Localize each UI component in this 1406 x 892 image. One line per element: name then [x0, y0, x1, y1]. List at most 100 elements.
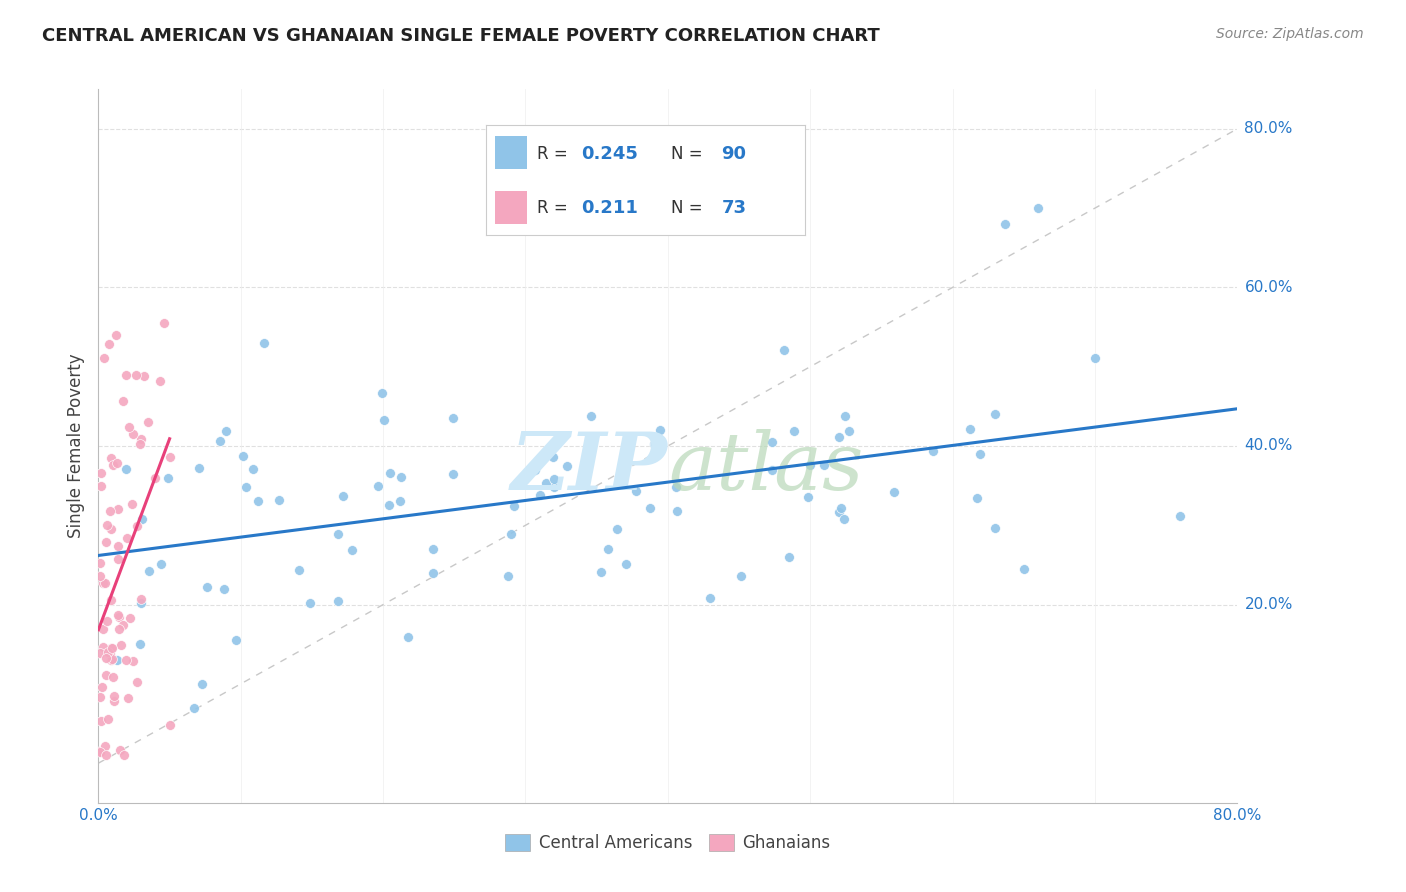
Point — [378, 467, 401, 481]
Point — [89, 744, 111, 758]
Point — [129, 596, 152, 610]
Point — [156, 471, 179, 485]
Point — [543, 480, 565, 494]
Point — [377, 498, 399, 512]
Point — [96, 748, 118, 763]
Point — [391, 470, 413, 484]
Point — [114, 368, 136, 382]
Point — [103, 458, 125, 472]
Point — [114, 462, 136, 476]
Point — [100, 592, 122, 607]
Point — [129, 592, 152, 607]
Point — [666, 504, 689, 518]
Text: 60.0%: 60.0% — [1244, 280, 1294, 295]
Point — [91, 640, 114, 655]
Point — [328, 593, 350, 607]
Point — [496, 568, 519, 582]
Point — [138, 415, 160, 429]
Point — [828, 505, 851, 519]
Point — [153, 316, 176, 330]
Point — [838, 425, 860, 439]
Point — [90, 466, 112, 480]
Text: CENTRAL AMERICAN VS GHANAIAN SINGLE FEMALE POVERTY CORRELATION CHART: CENTRAL AMERICAN VS GHANAIAN SINGLE FEMA… — [42, 27, 880, 45]
Point — [90, 714, 112, 728]
Point — [107, 539, 129, 553]
Point — [579, 409, 602, 423]
Point — [342, 543, 364, 558]
Point — [208, 434, 231, 449]
Point — [1026, 201, 1049, 215]
Point — [89, 556, 111, 570]
Point — [121, 497, 143, 511]
Point — [105, 653, 128, 667]
Point — [543, 471, 565, 485]
Point — [125, 368, 148, 382]
Point — [103, 694, 125, 708]
Point — [97, 712, 120, 726]
Point — [783, 424, 806, 438]
Point — [644, 437, 666, 451]
Point — [638, 500, 661, 515]
Point — [541, 450, 564, 464]
Text: Source: ZipAtlas.com: Source: ZipAtlas.com — [1216, 27, 1364, 41]
Point — [614, 558, 637, 572]
Point — [110, 638, 132, 652]
Point — [212, 582, 235, 596]
Point — [115, 531, 138, 545]
Point — [730, 568, 752, 582]
Point — [225, 633, 247, 648]
Point — [367, 479, 389, 493]
Point — [93, 351, 115, 366]
Point — [959, 422, 981, 436]
Point — [89, 646, 111, 660]
Point — [778, 550, 800, 565]
Point — [235, 480, 257, 494]
Point — [149, 558, 172, 572]
Legend: Central Americans, Ghanaians: Central Americans, Ghanaians — [499, 827, 837, 859]
Point — [131, 512, 153, 526]
Point — [149, 375, 172, 389]
Point — [966, 491, 988, 506]
Point — [246, 494, 269, 508]
Point — [105, 456, 128, 470]
Point — [921, 443, 943, 458]
Point — [761, 435, 783, 450]
Point — [108, 622, 131, 636]
Point — [994, 217, 1017, 231]
Point — [96, 614, 118, 628]
Point — [112, 618, 135, 632]
Point — [93, 576, 115, 591]
Point — [555, 458, 578, 473]
Point — [761, 463, 783, 477]
Point — [665, 480, 688, 494]
Point — [606, 522, 628, 536]
Text: ZIP: ZIP — [510, 429, 668, 506]
Point — [129, 436, 152, 450]
Point — [89, 569, 111, 583]
Point — [117, 690, 139, 705]
Point — [107, 502, 129, 516]
Point — [422, 566, 444, 580]
Point — [112, 748, 135, 763]
Point — [650, 423, 672, 437]
Point — [105, 328, 128, 343]
Point — [883, 484, 905, 499]
Point — [214, 424, 236, 438]
Point — [699, 591, 721, 605]
Point — [253, 335, 276, 350]
Point — [138, 564, 160, 578]
Point — [118, 611, 141, 625]
Text: atlas: atlas — [668, 429, 863, 506]
Point — [94, 651, 117, 665]
Point — [643, 437, 665, 451]
Point — [100, 651, 122, 665]
Point — [422, 542, 444, 557]
Point — [100, 640, 122, 655]
Point — [534, 475, 557, 490]
Text: 80.0%: 80.0% — [1244, 121, 1292, 136]
Point — [100, 451, 122, 466]
Y-axis label: Single Female Poverty: Single Female Poverty — [67, 354, 86, 538]
Point — [89, 745, 111, 759]
Point — [828, 429, 851, 443]
Point — [298, 596, 321, 610]
